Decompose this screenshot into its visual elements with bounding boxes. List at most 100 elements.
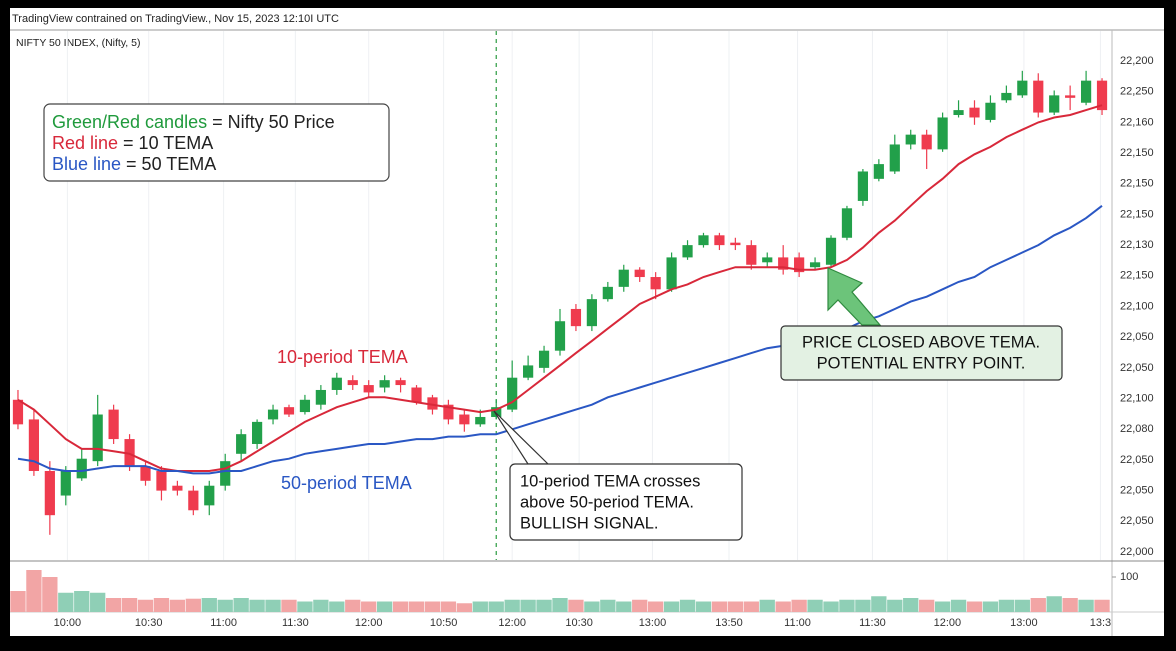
y-axis-label: 22,150: [1120, 208, 1154, 220]
volume-bar: [1078, 599, 1094, 612]
volume-bar: [233, 598, 249, 612]
x-tick-label: 10:30: [135, 617, 163, 629]
y-axis-label: 22,200: [1120, 55, 1154, 67]
legend-text: = 50 TEMA: [126, 154, 216, 174]
volume-bar: [185, 598, 201, 612]
candle-body: [698, 235, 709, 246]
y-axis-label: 22,100: [1120, 300, 1154, 312]
volume-bar: [775, 601, 791, 612]
candle-body: [267, 409, 279, 420]
candle-body: [634, 269, 645, 278]
legend-text: = 10 TEMA: [123, 133, 213, 153]
volume-bar: [121, 598, 138, 612]
candle-body: [172, 485, 183, 491]
candle-body: [953, 110, 964, 116]
candle-body: [873, 164, 884, 179]
volume-bar: [26, 570, 42, 612]
candle-body: [905, 134, 916, 145]
y-axis-label: 22,050: [1120, 331, 1154, 343]
volume-bar: [648, 601, 664, 612]
candle-body: [857, 171, 868, 201]
candle-body: [443, 404, 454, 420]
candle-body: [140, 466, 151, 481]
volume-bar: [408, 601, 425, 612]
x-tick-label: 13:00: [1010, 617, 1038, 629]
volume-bar: [855, 599, 871, 612]
candle-body: [809, 262, 821, 268]
y-axis-label: 22,080: [1120, 423, 1154, 435]
y-axis-label: 22,050: [1120, 454, 1154, 466]
candle-body: [682, 245, 693, 258]
candle-body: [937, 117, 948, 150]
annotation-line: PRICE CLOSED ABOVE TEMA.: [802, 333, 1040, 351]
volume-bar: [201, 598, 217, 612]
volume-bar: [42, 577, 58, 612]
volume-bar: [743, 601, 759, 612]
candle-body: [315, 389, 326, 405]
candle-body: [475, 416, 486, 425]
volume-bar: [1094, 599, 1110, 612]
x-tick-label: 10:50: [430, 617, 458, 629]
volume-bar: [871, 596, 887, 612]
annotation-line: BULLISH SIGNAL.: [520, 514, 658, 532]
candle-body: [554, 321, 566, 351]
y-axis-label: 22,050: [1120, 485, 1154, 497]
candle-body: [204, 485, 215, 506]
candle-body: [1017, 80, 1028, 96]
candle-body: [379, 380, 390, 388]
candle-body: [921, 134, 932, 150]
candle-body: [618, 269, 629, 287]
candle-body: [108, 409, 119, 440]
candle-body: [347, 380, 358, 386]
x-tick-label: 11:30: [282, 617, 309, 629]
volume-bar: [966, 601, 983, 612]
candle-body: [746, 245, 757, 265]
candle-body: [427, 397, 438, 410]
volume-bar: [568, 599, 584, 612]
candle-body: [969, 107, 980, 118]
volume-bar: [424, 601, 441, 612]
volume-bar: [472, 601, 488, 612]
candle-body: [889, 144, 900, 172]
candle-body: [411, 387, 422, 403]
volume-bar: [903, 598, 919, 612]
candle-body: [76, 458, 87, 479]
candle-body: [44, 470, 55, 516]
volume-bar: [552, 598, 568, 612]
candle-body: [188, 490, 199, 511]
x-tick-label: 10:30: [565, 617, 593, 629]
volume-bar: [169, 599, 186, 612]
volume-bar: [950, 599, 967, 612]
volume-bar: [58, 592, 74, 612]
candle-body: [283, 407, 295, 415]
y-axis-label: 22,130: [1120, 239, 1154, 251]
candle-body: [985, 102, 996, 120]
candle-body: [220, 461, 231, 486]
candle-body: [666, 257, 677, 290]
candle-body: [395, 380, 406, 386]
volume-bar: [791, 599, 807, 612]
volume-bar: [520, 599, 536, 612]
y-axis-label: 22,250: [1120, 86, 1154, 98]
candle-body: [363, 385, 374, 393]
legend-entry: Blue line = 50 TEMA: [52, 154, 216, 174]
x-tick-label: 13:50: [715, 617, 743, 629]
volume-bar: [982, 601, 999, 612]
volume-bar: [1014, 599, 1030, 612]
candle-body: [156, 470, 167, 491]
y-axis-label: 22,150: [1120, 178, 1154, 190]
line-label: 50-period TEMA: [281, 473, 412, 493]
volume-bar: [998, 599, 1015, 612]
x-tick-label: 12:00: [355, 617, 383, 629]
entry-arrow: [827, 267, 882, 326]
volume-bar: [440, 601, 457, 612]
volume-bar: [217, 599, 233, 612]
candle-body: [252, 421, 263, 444]
volume-tick-label: 100: [1120, 571, 1138, 583]
volume-bar: [1062, 598, 1078, 612]
volume-bar: [759, 599, 775, 612]
y-axis-label: 22,050: [1120, 515, 1154, 527]
volume-bar: [137, 599, 154, 612]
volume-bar: [10, 591, 26, 612]
volume-bar: [727, 601, 744, 612]
